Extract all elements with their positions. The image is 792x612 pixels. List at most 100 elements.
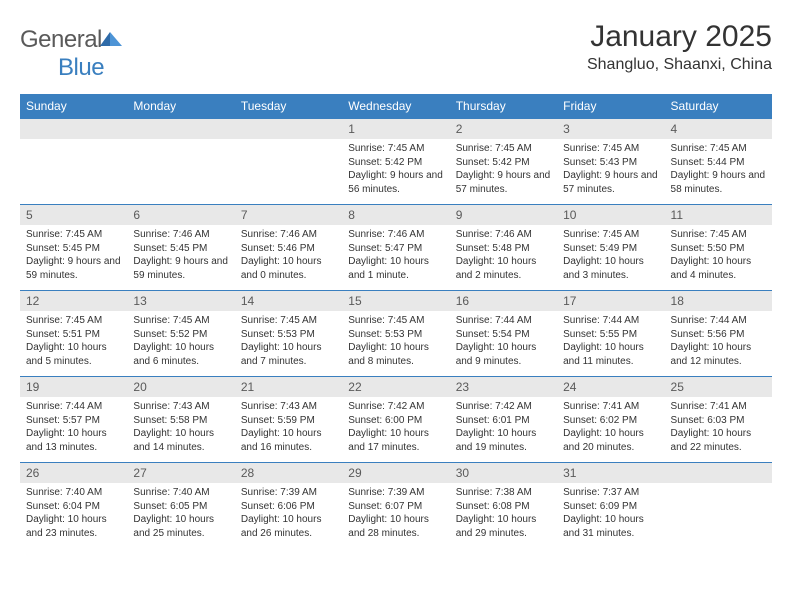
day-details: Sunrise: 7:45 AMSunset: 5:43 PMDaylight:… xyxy=(557,139,664,200)
daylight-line: Daylight: 9 hours and 57 minutes. xyxy=(456,169,551,196)
day-details: Sunrise: 7:45 AMSunset: 5:50 PMDaylight:… xyxy=(665,225,772,286)
sunrise-line: Sunrise: 7:45 AM xyxy=(671,142,766,156)
calendar-week-row: 26 Sunrise: 7:40 AM Sunset: 6:04 PM Dayligh… xyxy=(20,463,772,549)
logo-word-2: Blue xyxy=(58,54,104,81)
calendar-day-cell: 23Sunrise: 7:42 AMSunset: 6:01 PMDayligh… xyxy=(450,377,557,463)
day-number: 9 xyxy=(450,205,557,225)
sunrise-line: Sunrise: 7:45 AM xyxy=(671,228,766,242)
daylight-line: Daylight: 10 hours and 14 minutes. xyxy=(133,427,228,454)
sunset-line: Sunset: 6:00 PM xyxy=(348,414,443,428)
logo-text: General Blue xyxy=(20,26,122,82)
sunset-line: Sunset: 6:07 PM xyxy=(348,500,443,514)
daylight-line: Daylight: 10 hours and 29 minutes. xyxy=(456,513,551,540)
calendar-header-row: SundayMondayTuesdayWednesdayThursdayFrid… xyxy=(20,94,772,119)
sunset-line: Sunset: 6:04 PM xyxy=(26,500,121,514)
day-details: Sunrise: 7:39 AMSunset: 6:06 PMDaylight:… xyxy=(235,483,342,544)
day-details: Sunrise: 7:43 AMSunset: 5:59 PMDaylight:… xyxy=(235,397,342,458)
sunset-line: Sunset: 5:46 PM xyxy=(241,242,336,256)
day-number: 24 xyxy=(557,377,664,397)
calendar-table: SundayMondayTuesdayWednesdayThursdayFrid… xyxy=(20,94,772,549)
day-details: Sunrise: 7:44 AMSunset: 5:56 PMDaylight:… xyxy=(665,311,772,372)
sunrise-line: Sunrise: 7:45 AM xyxy=(348,314,443,328)
day-details: Sunrise: 7:45 AMSunset: 5:42 PMDaylight:… xyxy=(450,139,557,200)
sunrise-line: Sunrise: 7:46 AM xyxy=(348,228,443,242)
calendar-day-cell: 15Sunrise: 7:45 AMSunset: 5:53 PMDayligh… xyxy=(342,291,449,377)
weekday-header: Sunday xyxy=(20,94,127,119)
calendar-day-cell: 17Sunrise: 7:44 AMSunset: 5:55 PMDayligh… xyxy=(557,291,664,377)
weekday-header: Tuesday xyxy=(235,94,342,119)
calendar-day-cell: 8Sunrise: 7:46 AMSunset: 5:47 PMDaylight… xyxy=(342,205,449,291)
day-number: 18 xyxy=(665,291,772,311)
day-number: 15 xyxy=(342,291,449,311)
daylight-line: Daylight: 10 hours and 11 minutes. xyxy=(563,341,658,368)
sunrise-line: Sunrise: 7:45 AM xyxy=(133,314,228,328)
daylight-line: Daylight: 10 hours and 26 minutes. xyxy=(241,513,336,540)
sunset-line: Sunset: 5:49 PM xyxy=(563,242,658,256)
daylight-line: Daylight: 9 hours and 59 minutes. xyxy=(26,255,121,282)
page-title: January 2025 xyxy=(587,20,772,54)
daylight-line: Daylight: 10 hours and 20 minutes. xyxy=(563,427,658,454)
empty-day-header xyxy=(235,119,342,139)
sunrise-line: Sunrise: 7:43 AM xyxy=(241,400,336,414)
calendar-day-cell: 10Sunrise: 7:45 AMSunset: 5:49 PMDayligh… xyxy=(557,205,664,291)
empty-day-header xyxy=(20,119,127,139)
calendar-day-cell: 12Sunrise: 7:45 AMSunset: 5:51 PMDayligh… xyxy=(20,291,127,377)
logo-word-1: General xyxy=(20,26,102,53)
calendar-day-cell: 28Sunrise: 7:39 AMSunset: 6:06 PMDayligh… xyxy=(235,463,342,549)
calendar-week-row: 19Sunrise: 7:44 AMSunset: 5:57 PMDayligh… xyxy=(20,377,772,463)
daylight-line: Daylight: 10 hours and 12 minutes. xyxy=(671,341,766,368)
sunset-line: Sunset: 5:45 PM xyxy=(26,242,121,256)
daylight-line: Daylight: 9 hours and 58 minutes. xyxy=(671,169,766,196)
calendar-day-cell: 25Sunrise: 7:41 AMSunset: 6:03 PMDayligh… xyxy=(665,377,772,463)
sunrise-line: Sunrise: 7:45 AM xyxy=(26,314,121,328)
day-details: Sunrise: 7:45 AMSunset: 5:51 PMDaylight:… xyxy=(20,311,127,372)
day-details: Sunrise: 7:46 AMSunset: 5:47 PMDaylight:… xyxy=(342,225,449,286)
sunset-line: Sunset: 5:42 PM xyxy=(456,156,551,170)
daylight-line: Daylight: 10 hours and 31 minutes. xyxy=(563,513,658,540)
daylight-line: Daylight: 10 hours and 2 minutes. xyxy=(456,255,551,282)
empty-day-header xyxy=(127,119,234,139)
sunset-line: Sunset: 5:58 PM xyxy=(133,414,228,428)
sunset-line: Sunset: 5:59 PM xyxy=(241,414,336,428)
day-number: 11 xyxy=(665,205,772,225)
day-details: Sunrise: 7:42 AMSunset: 6:00 PMDaylight:… xyxy=(342,397,449,458)
day-number: 1 xyxy=(342,119,449,139)
day-details: Sunrise: 7:45 AMSunset: 5:45 PMDaylight:… xyxy=(20,225,127,286)
day-number: 22 xyxy=(342,377,449,397)
day-details: Sunrise: 7:40 AMSunset: 6:05 PMDaylight:… xyxy=(127,483,234,544)
sunset-line: Sunset: 6:03 PM xyxy=(671,414,766,428)
weekday-header: Monday xyxy=(127,94,234,119)
day-number: 8 xyxy=(342,205,449,225)
day-number: 12 xyxy=(20,291,127,311)
sunset-line: Sunset: 6:08 PM xyxy=(456,500,551,514)
sunrise-line: Sunrise: 7:45 AM xyxy=(456,142,551,156)
sunset-line: Sunset: 6:01 PM xyxy=(456,414,551,428)
daylight-line: Daylight: 10 hours and 1 minute. xyxy=(348,255,443,282)
day-details: Sunrise: 7:41 AMSunset: 6:03 PMDaylight:… xyxy=(665,397,772,458)
calendar-day-cell: 27Sunrise: 7:40 AMSunset: 6:05 PMDayligh… xyxy=(127,463,234,549)
daylight-line: Daylight: 10 hours and 6 minutes. xyxy=(133,341,228,368)
sunrise-line: Sunrise: 7:45 AM xyxy=(563,142,658,156)
daylight-line: Daylight: 9 hours and 56 minutes. xyxy=(348,169,443,196)
day-number: 26 xyxy=(20,463,127,483)
sunrise-line: Sunrise: 7:40 AM xyxy=(133,486,228,500)
daylight-line: Daylight: 10 hours and 9 minutes. xyxy=(456,341,551,368)
day-details: Sunrise: 7:45 AMSunset: 5:52 PMDaylight:… xyxy=(127,311,234,372)
sunrise-line: Sunrise: 7:45 AM xyxy=(26,228,121,242)
calendar-day-cell: 1Sunrise: 7:45 AMSunset: 5:42 PMDaylight… xyxy=(342,119,449,205)
header: General Blue January 2025 Shangluo, Shaa… xyxy=(20,20,772,82)
calendar-day-cell: 31Sunrise: 7:37 AMSunset: 6:09 PMDayligh… xyxy=(557,463,664,549)
sunset-line: Sunset: 5:48 PM xyxy=(456,242,551,256)
day-details: Sunrise: 7:37 AMSunset: 6:09 PMDaylight:… xyxy=(557,483,664,544)
day-number: 16 xyxy=(450,291,557,311)
logo-icon xyxy=(100,26,122,54)
calendar-day-cell: 20Sunrise: 7:43 AMSunset: 5:58 PMDayligh… xyxy=(127,377,234,463)
calendar-day-cell: 24Sunrise: 7:41 AMSunset: 6:02 PMDayligh… xyxy=(557,377,664,463)
daylight-line: Daylight: 10 hours and 28 minutes. xyxy=(348,513,443,540)
calendar-day-cell: 4Sunrise: 7:45 AMSunset: 5:44 PMDaylight… xyxy=(665,119,772,205)
calendar-day-cell: 14Sunrise: 7:45 AMSunset: 5:53 PMDayligh… xyxy=(235,291,342,377)
calendar-day-cell: 21Sunrise: 7:43 AMSunset: 5:59 PMDayligh… xyxy=(235,377,342,463)
sunset-line: Sunset: 5:50 PM xyxy=(671,242,766,256)
sunset-line: Sunset: 6:05 PM xyxy=(133,500,228,514)
sunrise-line: Sunrise: 7:44 AM xyxy=(563,314,658,328)
